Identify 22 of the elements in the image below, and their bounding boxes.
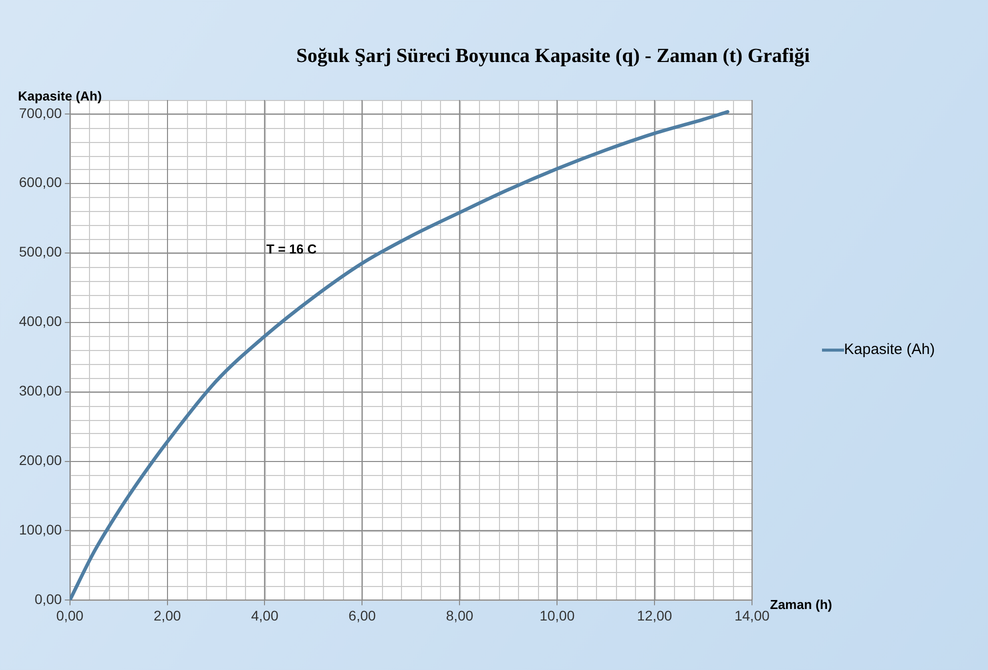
- y-tick-label: 700,00: [18, 104, 62, 121]
- x-tick-label: 6,00: [348, 607, 376, 624]
- x-tick-label: 4,00: [251, 607, 279, 624]
- y-tick-label: 400,00: [18, 313, 62, 330]
- y-axis-title: Kapasite (Ah): [18, 88, 102, 104]
- x-tick-label: 10,00: [540, 607, 575, 624]
- x-tick-label: 0,00: [56, 607, 84, 624]
- y-tick-label: 0,00: [34, 591, 62, 608]
- annotation: T = 16 C: [266, 242, 318, 257]
- x-axis-title: Zaman (h): [770, 596, 832, 612]
- y-tick-label: 100,00: [18, 522, 62, 538]
- legend-label: Kapasite (Ah): [844, 341, 935, 358]
- y-tick-label: 600,00: [18, 174, 62, 190]
- x-tick-label: 14,00: [734, 607, 770, 624]
- x-tick-label: 8,00: [446, 607, 474, 624]
- chart-title: Soğuk Şarj Süreci Boyunca Kapasite (q) - Zaman (t) Grafiği: [296, 45, 810, 68]
- x-tick-label: 2,00: [154, 607, 182, 624]
- y-tick-label: 200,00: [18, 452, 62, 468]
- x-tick-label: 12,00: [637, 607, 672, 624]
- y-tick-label: 500,00: [18, 244, 62, 260]
- line-series: [70, 110, 730, 600]
- y-tick-label: 300,00: [18, 382, 62, 399]
